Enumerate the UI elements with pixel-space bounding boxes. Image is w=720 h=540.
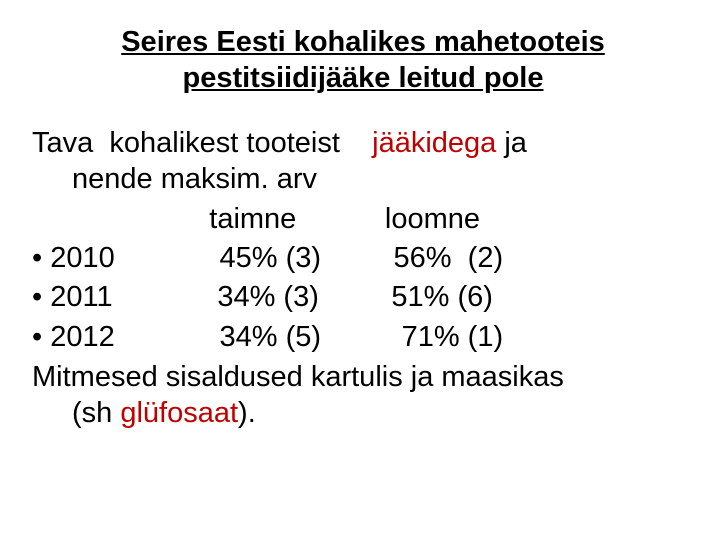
title-line-1: Seires Eesti kohalikes mahetooteis (32, 24, 694, 60)
data-row: • 2010 45% (3) 56% (2) (32, 239, 694, 278)
intro-highlight: jääkidega (372, 127, 496, 159)
slide-title: Seires Eesti kohalikes mahetooteis pesti… (32, 24, 694, 97)
intro-line-1: Tava kohalikest tooteist jääkidega ja (32, 125, 694, 161)
column-headers: taimne loomne (32, 201, 694, 237)
data-row: • 2012 34% (5) 71% (1) (32, 318, 694, 357)
intro-line-2: nende maksim. arv (32, 161, 694, 197)
footer-highlight: glüfosaat (120, 397, 238, 429)
data-row: • 2011 34% (3) 51% (6) (32, 278, 694, 317)
intro-prefix: Tava kohalikest tooteist (32, 127, 372, 159)
intro-block: Tava kohalikest tooteist jääkidega ja ne… (32, 125, 694, 198)
footer-suffix: ). (238, 397, 256, 429)
intro-suffix: ja (496, 127, 527, 159)
footer-line-2: (sh glüfosaat). (32, 395, 694, 431)
title-line-2: pestitsiidijääke leitud pole (32, 60, 694, 96)
footer-block: Mitmesed sisaldused kartulis ja maasikas… (32, 359, 694, 432)
footer-line-1: Mitmesed sisaldused kartulis ja maasikas (32, 359, 694, 395)
footer-prefix: (sh (72, 397, 120, 429)
